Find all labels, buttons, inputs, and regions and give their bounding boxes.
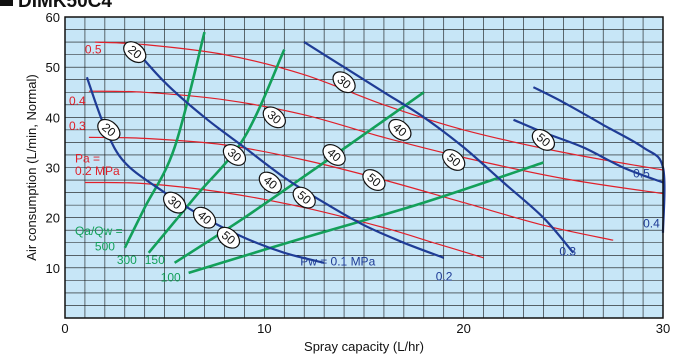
ellipse-label-bubble bbox=[222, 144, 247, 166]
ellipse-label-bubble bbox=[292, 186, 316, 209]
pw-curve bbox=[127, 41, 445, 259]
annotation-label: 0.3 bbox=[69, 119, 86, 133]
plot-frame bbox=[64, 16, 664, 319]
qaqw-line bbox=[188, 161, 544, 275]
y-tick-label: 30 bbox=[46, 161, 60, 176]
y-tick-label: 60 bbox=[46, 10, 60, 25]
annotation-label: Qa/Qw = bbox=[75, 224, 123, 238]
annotation-label: Pw = 0.1 MPa bbox=[300, 254, 375, 268]
pa-curve bbox=[94, 41, 664, 171]
x-tick-label: 0 bbox=[61, 321, 68, 336]
y-axis-label: Air consumption (L/min, Normal) bbox=[24, 74, 39, 260]
qaqw-line bbox=[173, 91, 425, 264]
x-tick-label: 10 bbox=[257, 321, 271, 336]
pa-curve bbox=[88, 90, 664, 195]
qaqw-line bbox=[147, 49, 286, 254]
ellipse-label-bubble bbox=[531, 128, 556, 151]
pa-curve bbox=[88, 136, 614, 241]
y-tick-label: 10 bbox=[46, 261, 60, 276]
y-tick-label: 50 bbox=[46, 60, 60, 75]
x-tick-label: 30 bbox=[656, 321, 670, 336]
ellipse-label-bubble bbox=[332, 71, 356, 94]
chart-title-text: DIMK50C4 bbox=[18, 0, 112, 12]
pw-curve bbox=[513, 118, 664, 184]
y-tick-label: 40 bbox=[46, 110, 60, 125]
annotation-label: Pa = bbox=[75, 151, 100, 165]
ellipse-label-bubble bbox=[388, 118, 412, 141]
ellipse-label-bubble bbox=[262, 106, 286, 129]
ellipse-label-bubble bbox=[442, 149, 466, 171]
annotation-label: 300 bbox=[117, 253, 137, 267]
chart-title: DIMK50C4 bbox=[0, 0, 112, 13]
annotation-label: 150 bbox=[145, 253, 165, 267]
qaqw-line bbox=[123, 31, 206, 249]
ellipse-label-bubble bbox=[163, 191, 187, 214]
x-tick-label: 20 bbox=[456, 321, 470, 336]
ellipse-label-bubble bbox=[258, 171, 282, 194]
annotation-label: 0.4 bbox=[643, 217, 660, 231]
ellipse-label-bubble bbox=[322, 144, 346, 166]
square-bullet-icon bbox=[0, 0, 13, 6]
annotation-label: 0.4 bbox=[69, 94, 86, 108]
pw-curve bbox=[303, 41, 575, 254]
annotation-label: 0.2 bbox=[436, 269, 453, 283]
annotation-label: 0.3 bbox=[559, 244, 576, 258]
annotation-label: 0.5 bbox=[85, 43, 102, 57]
ellipse-label-bubble bbox=[123, 41, 147, 64]
annotation-label: 0.5 bbox=[633, 167, 650, 181]
annotation-label: 0.2 MPa bbox=[75, 164, 120, 178]
ellipse-label-bubble bbox=[362, 169, 386, 191]
annotation-label: 500 bbox=[95, 239, 115, 253]
x-axis-label: Spray capacity (L/hr) bbox=[304, 339, 424, 354]
pw-curve bbox=[532, 86, 666, 233]
y-tick-label: 20 bbox=[46, 211, 60, 226]
ellipse-label-bubble bbox=[192, 206, 217, 229]
ellipse-label-bubble bbox=[97, 118, 121, 141]
ellipse-label-bubble bbox=[216, 226, 241, 249]
annotation-label: 100 bbox=[161, 270, 181, 284]
